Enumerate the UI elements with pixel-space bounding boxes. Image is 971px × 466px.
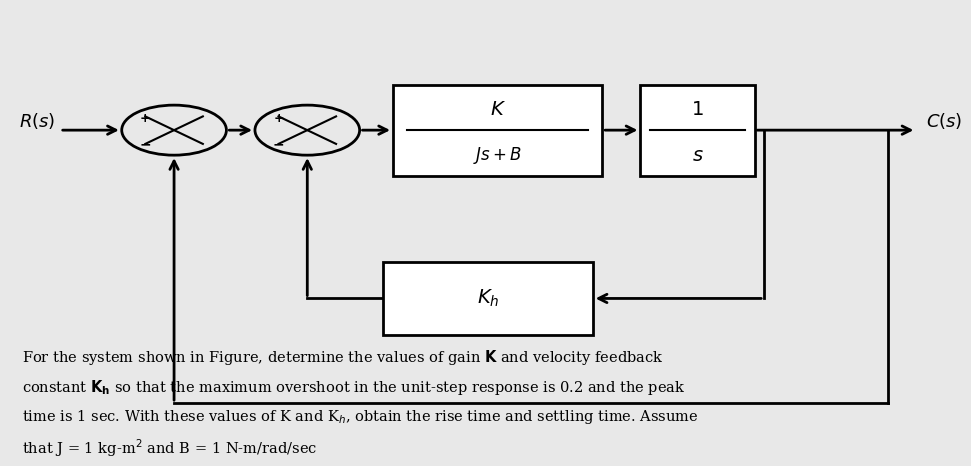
Text: $K_h$: $K_h$	[477, 288, 499, 309]
Text: time is 1 sec. With these values of K and K$_h$, obtain the rise time and settli: time is 1 sec. With these values of K an…	[21, 408, 698, 425]
Text: $Js + B$: $Js + B$	[473, 144, 522, 166]
Text: $s$: $s$	[691, 146, 703, 164]
Text: that J = 1 kg-m$^2$ and B = 1 N-m/rad/sec: that J = 1 kg-m$^2$ and B = 1 N-m/rad/se…	[21, 437, 318, 459]
Text: $K$: $K$	[489, 100, 506, 119]
Text: $1$: $1$	[691, 100, 704, 119]
Bar	[393, 85, 602, 176]
Text: −: −	[273, 137, 285, 151]
Text: $C(s)$: $C(s)$	[925, 111, 962, 131]
Text: For the system shown in Figure, determine the values of gain $\mathbf{K}$ and ve: For the system shown in Figure, determin…	[21, 349, 663, 368]
Text: $R(s)$: $R(s)$	[18, 111, 55, 131]
Text: constant $\mathbf{K_h}$ so that the maximum overshoot in the unit-step response : constant $\mathbf{K_h}$ so that the maxi…	[21, 378, 686, 397]
Bar	[384, 262, 592, 335]
Bar	[640, 85, 754, 176]
Text: +: +	[273, 112, 284, 125]
Text: +: +	[140, 112, 151, 125]
Text: −: −	[140, 137, 151, 151]
